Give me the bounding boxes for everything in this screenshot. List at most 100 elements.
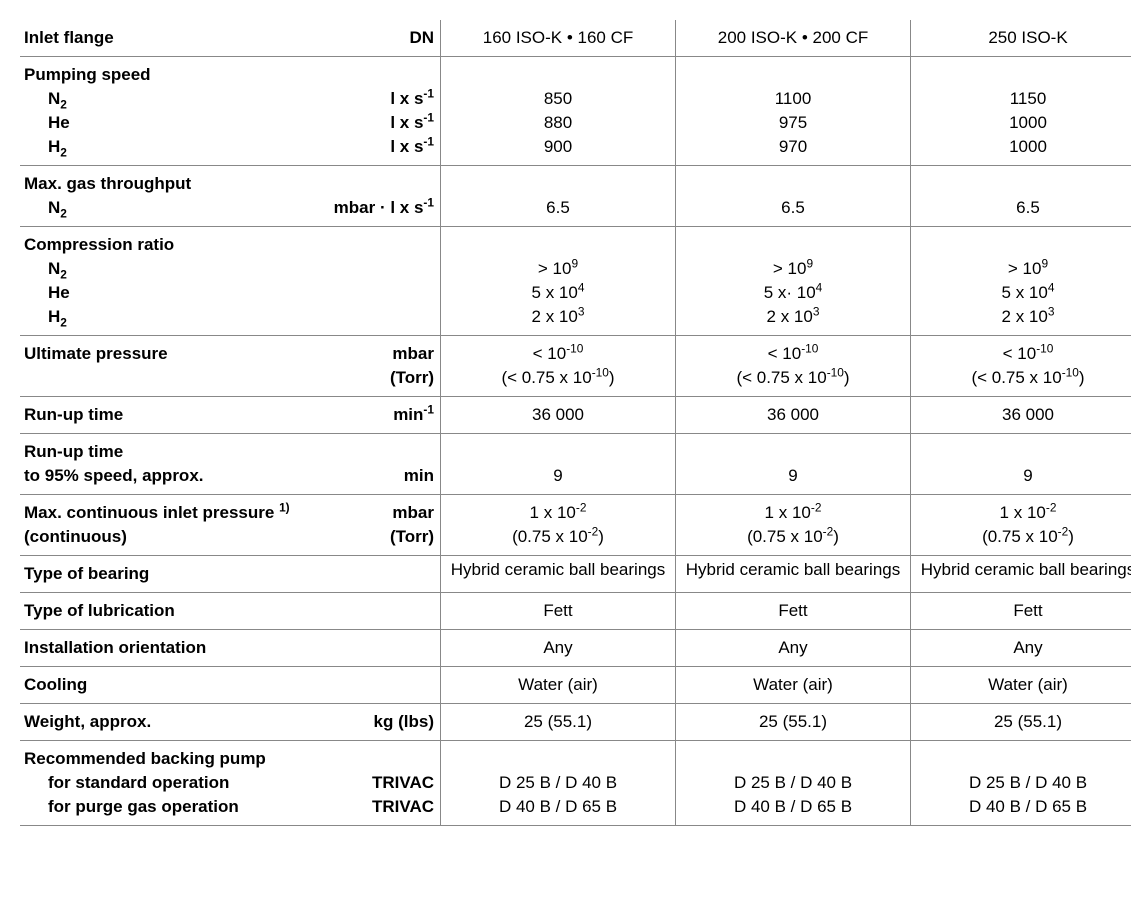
- table-cell: 2 x 103: [676, 305, 911, 336]
- table-cell: 9: [676, 464, 911, 495]
- pumping-speed-h2-label: H2: [20, 135, 304, 166]
- max-inlet-unit-2: (Torr): [304, 525, 441, 556]
- cooling-label: Cooling: [20, 667, 304, 704]
- table-cell: 36 000: [676, 397, 911, 434]
- table-cell: D 25 B / D 40 B: [676, 771, 911, 795]
- table-cell: D 40 B / D 65 B: [441, 795, 676, 826]
- table-cell: 6.5: [441, 196, 676, 227]
- ultimate-unit-2: (Torr): [304, 366, 441, 397]
- spec-table: Inlet flange DN 160 ISO-K • 160 CF 200 I…: [20, 20, 1131, 826]
- table-cell: > 109: [676, 257, 911, 281]
- table-cell: Fett: [676, 593, 911, 630]
- table-cell: Water (air): [911, 667, 1131, 704]
- orientation-label: Installation orientation: [20, 630, 304, 667]
- table-cell: Any: [441, 630, 676, 667]
- pumping-speed-label: Pumping speed: [20, 57, 304, 88]
- table-cell: 975: [676, 111, 911, 135]
- table-cell: (< 0.75 x 10-10): [676, 366, 911, 397]
- table-cell: > 109: [911, 257, 1131, 281]
- table-cell: 6.5: [676, 196, 911, 227]
- backing-std-label: for standard operation: [20, 771, 304, 795]
- max-throughput-label: Max. gas throughput: [20, 166, 304, 197]
- table-cell: Hybrid ceramic ball bearings: [676, 556, 911, 593]
- table-cell: 2 x 103: [911, 305, 1131, 336]
- compression-h2-label: H2: [20, 305, 304, 336]
- backing-std-unit: TRIVAC: [304, 771, 441, 795]
- pumping-speed-h2-unit: l x s-1: [304, 135, 441, 166]
- max-inlet-label-1: Max. continuous inlet pressure 1): [20, 495, 304, 526]
- table-cell: (0.75 x 10-2): [911, 525, 1131, 556]
- max-throughput-n2-label: N2: [20, 196, 304, 227]
- compression-he-label: He: [20, 281, 304, 305]
- table-cell: (0.75 x 10-2): [441, 525, 676, 556]
- table-cell: 1150: [911, 87, 1131, 111]
- table-cell: D 40 B / D 65 B: [911, 795, 1131, 826]
- table-cell: 970: [676, 135, 911, 166]
- ultimate-unit-1: mbar: [304, 336, 441, 367]
- compression-n2-label: N2: [20, 257, 304, 281]
- pumping-speed-he-unit: l x s-1: [304, 111, 441, 135]
- table-cell: 6.5: [911, 196, 1131, 227]
- table-cell: Water (air): [676, 667, 911, 704]
- table-cell: 880: [441, 111, 676, 135]
- table-cell: 1000: [911, 111, 1131, 135]
- table-cell: 25 (55.1): [911, 704, 1131, 741]
- table-cell: 25 (55.1): [676, 704, 911, 741]
- table-cell: 9: [911, 464, 1131, 495]
- table-cell: 36 000: [441, 397, 676, 434]
- table-cell: Water (air): [441, 667, 676, 704]
- table-cell: 5 x· 104: [676, 281, 911, 305]
- backing-label: Recommended backing pump: [20, 741, 304, 772]
- table-cell: < 10-10: [676, 336, 911, 367]
- runup-95-unit: min: [304, 464, 441, 495]
- ultimate-label: Ultimate pressure: [20, 336, 304, 367]
- table-cell: Fett: [441, 593, 676, 630]
- table-cell: Any: [911, 630, 1131, 667]
- table-cell: 5 x 104: [911, 281, 1131, 305]
- pumping-speed-n2-unit: l x s-1: [304, 87, 441, 111]
- weight-label: Weight, approx.: [20, 704, 304, 741]
- table-cell: < 10-10: [441, 336, 676, 367]
- compression-label: Compression ratio: [20, 227, 304, 258]
- runup-rpm-label: Run-up time: [20, 397, 304, 434]
- table-cell: > 109: [441, 257, 676, 281]
- table-cell: Any: [676, 630, 911, 667]
- max-inlet-label-2: (continuous): [20, 525, 304, 556]
- table-cell: D 25 B / D 40 B: [441, 771, 676, 795]
- weight-unit: kg (lbs): [304, 704, 441, 741]
- table-cell: 1 x 10-2: [911, 495, 1131, 526]
- column-header-1: 200 ISO-K • 200 CF: [676, 20, 911, 57]
- max-throughput-n2-unit: mbar · l x s-1: [304, 196, 441, 227]
- table-cell: 5 x 104: [441, 281, 676, 305]
- table-cell: (0.75 x 10-2): [676, 525, 911, 556]
- table-cell: 850: [441, 87, 676, 111]
- column-header-0: 160 ISO-K • 160 CF: [441, 20, 676, 57]
- column-header-2: 250 ISO-K: [911, 20, 1131, 57]
- table-cell: 9: [441, 464, 676, 495]
- table-cell: 25 (55.1): [441, 704, 676, 741]
- table-cell: 36 000: [911, 397, 1131, 434]
- table-cell: (< 0.75 x 10-10): [911, 366, 1131, 397]
- table-cell: Fett: [911, 593, 1131, 630]
- table-cell: 2 x 103: [441, 305, 676, 336]
- table-cell: (< 0.75 x 10-10): [441, 366, 676, 397]
- bearing-label: Type of bearing: [20, 556, 304, 593]
- table-cell: Hybrid ceramic ball bearings: [441, 556, 676, 593]
- max-inlet-unit-1: mbar: [304, 495, 441, 526]
- runup-95-label-2: to 95% speed, approx.: [20, 464, 304, 495]
- backing-purge-unit: TRIVAC: [304, 795, 441, 826]
- runup-rpm-unit: min-1: [304, 397, 441, 434]
- inlet-flange-unit: DN: [304, 20, 441, 57]
- runup-95-label-1: Run-up time: [20, 434, 304, 465]
- pumping-speed-he-label: He: [20, 111, 304, 135]
- table-cell: < 10-10: [911, 336, 1131, 367]
- backing-purge-label: for purge gas operation: [20, 795, 304, 826]
- table-cell: 1100: [676, 87, 911, 111]
- table-cell: 900: [441, 135, 676, 166]
- table-cell: 1 x 10-2: [676, 495, 911, 526]
- lubrication-label: Type of lubrication: [20, 593, 304, 630]
- table-cell: Hybrid ceramic ball bearings: [911, 556, 1131, 593]
- table-cell: D 40 B / D 65 B: [676, 795, 911, 826]
- pumping-speed-n2-label: N2: [20, 87, 304, 111]
- table-cell: D 25 B / D 40 B: [911, 771, 1131, 795]
